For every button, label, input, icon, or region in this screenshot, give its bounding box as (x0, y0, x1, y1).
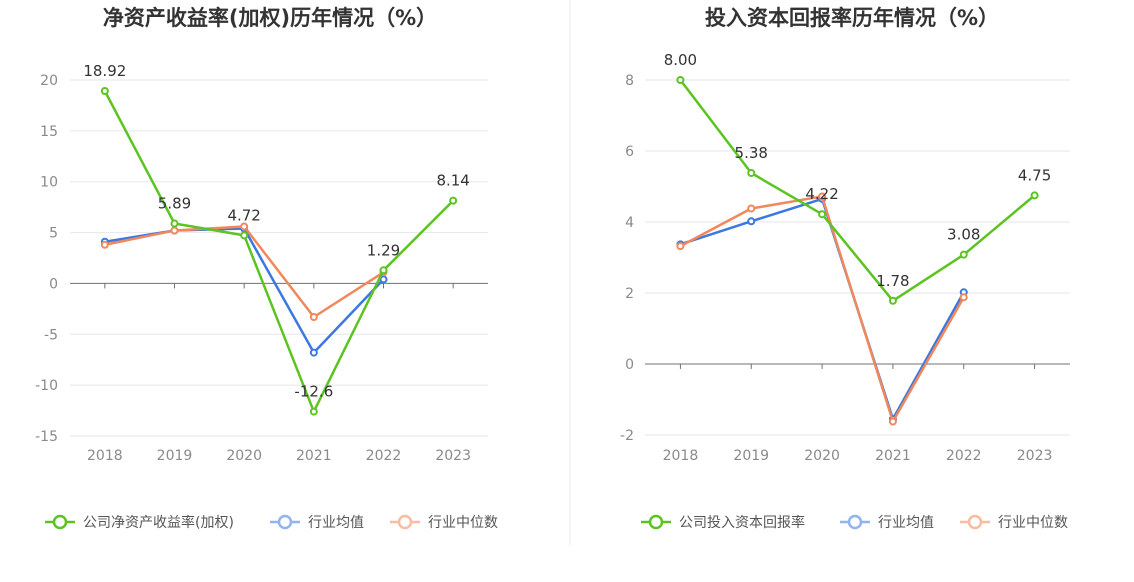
legend-item-1[interactable]: 公司净资产收益率(加权) (45, 514, 234, 531)
legend-circle-icon (52, 514, 68, 530)
data-point[interactable] (1030, 191, 1039, 200)
x-tick-label: 2018 (87, 448, 123, 464)
legend-label: 行业中位数 (998, 515, 1068, 531)
series-line-2 (680, 197, 965, 421)
y-tick-label: 20 (40, 73, 58, 89)
legend-item-2[interactable]: 行业均值 (840, 514, 934, 531)
data-point[interactable] (100, 86, 109, 95)
data-point[interactable] (888, 296, 897, 305)
data-label: 8.00 (664, 51, 697, 69)
chart-title: 净资产收益率(加权)历年情况（%） (103, 6, 437, 30)
data-point[interactable] (309, 407, 318, 416)
data-point[interactable] (309, 348, 318, 357)
legend-circle-icon (847, 514, 863, 530)
data-point[interactable] (747, 169, 756, 178)
data-point[interactable] (379, 275, 388, 284)
legend-label: 公司投入资本回报率 (679, 514, 805, 531)
y-tick-label: 0 (625, 357, 634, 373)
data-point[interactable] (747, 217, 756, 226)
series-line-1 (103, 90, 455, 413)
legend-item-2[interactable]: 行业均值 (270, 514, 364, 531)
legend-circle-icon (648, 514, 664, 530)
data-label: 3.08 (947, 226, 980, 244)
data-point[interactable] (676, 242, 685, 251)
data-point[interactable] (170, 219, 179, 228)
data-point[interactable] (888, 417, 897, 426)
series-line-1 (679, 79, 1036, 303)
legend-item-3[interactable]: 行业中位数 (960, 514, 1068, 531)
chart-panel-1: 净资产收益率(加权)历年情况（%） 20 15 10 5 0 -5 -10 -15 2018 201… (35, 6, 498, 531)
data-point[interactable] (170, 226, 179, 235)
y-tick-label: 2 (625, 286, 634, 302)
data-point[interactable] (100, 240, 109, 249)
data-point[interactable] (818, 210, 827, 219)
legend-circle-icon (397, 514, 413, 530)
data-label: 1.29 (367, 241, 400, 259)
y-tick-label: -2 (620, 428, 634, 444)
data-point[interactable] (959, 293, 968, 302)
legend-item-3[interactable]: 行业中位数 (390, 514, 498, 531)
data-label: 18.92 (83, 62, 126, 80)
data-label: 4.75 (1018, 166, 1051, 184)
y-tick-label: 8 (625, 73, 634, 89)
y-tick-label: 15 (40, 124, 58, 140)
x-tick-label: 2023 (435, 448, 471, 464)
data-point[interactable] (379, 266, 388, 275)
x-tick-label: 2022 (366, 448, 402, 464)
x-tick-label: 2021 (875, 448, 911, 464)
data-label: 4.22 (805, 185, 838, 203)
data-point[interactable] (676, 76, 685, 84)
x-tick-label: 2018 (663, 448, 699, 464)
data-label: 8.14 (436, 172, 469, 190)
data-label: 1.78 (876, 272, 909, 290)
series-line-3 (104, 225, 385, 319)
data-point[interactable] (959, 250, 968, 259)
legend-label: 公司净资产收益率(加权) (83, 514, 234, 531)
legend-label: 行业中位数 (428, 515, 498, 531)
y-tick-label: 6 (625, 144, 634, 160)
x-tick-label: 2021 (296, 448, 332, 464)
y-tick-label: -15 (35, 429, 58, 445)
data-point[interactable] (747, 204, 756, 213)
data-point[interactable] (240, 222, 249, 231)
data-point[interactable] (818, 192, 827, 201)
y-tick-label: 0 (49, 276, 58, 292)
data-point[interactable] (449, 196, 458, 205)
y-tick-label: 10 (40, 175, 58, 191)
data-label: 5.89 (158, 195, 191, 213)
chart-title: 投入资本回报率历年情况（%） (705, 6, 999, 30)
y-tick-label: -10 (35, 378, 58, 394)
y-tick-label: 5 (49, 226, 58, 242)
y-tick-label: -5 (44, 327, 58, 343)
data-point[interactable] (309, 312, 318, 321)
x-tick-label: 2020 (226, 448, 262, 464)
x-tick-label: 2020 (804, 448, 840, 464)
data-label: 4.72 (227, 206, 260, 224)
legend-circle-icon (967, 514, 983, 530)
y-tick-label: 4 (625, 215, 634, 231)
legend-item-1[interactable]: 公司投入资本回报率 (641, 514, 805, 531)
x-tick-label: 2019 (157, 448, 193, 464)
data-point[interactable] (240, 231, 249, 240)
legend-circle-icon (277, 514, 293, 530)
chart-panel-2: 投入资本回报率历年情况（%） 8 6 4 2 0 -2 2018 2019 2020 2021 202… (620, 6, 1070, 531)
legend-label: 行业均值 (308, 515, 364, 531)
x-tick-label: 2023 (1017, 448, 1053, 464)
data-label: 5.38 (735, 144, 768, 162)
x-tick-label: 2019 (733, 448, 769, 464)
x-tick-label: 2022 (946, 448, 982, 464)
legend-label: 行业均值 (878, 515, 934, 531)
data-label: -12.6 (294, 383, 333, 401)
